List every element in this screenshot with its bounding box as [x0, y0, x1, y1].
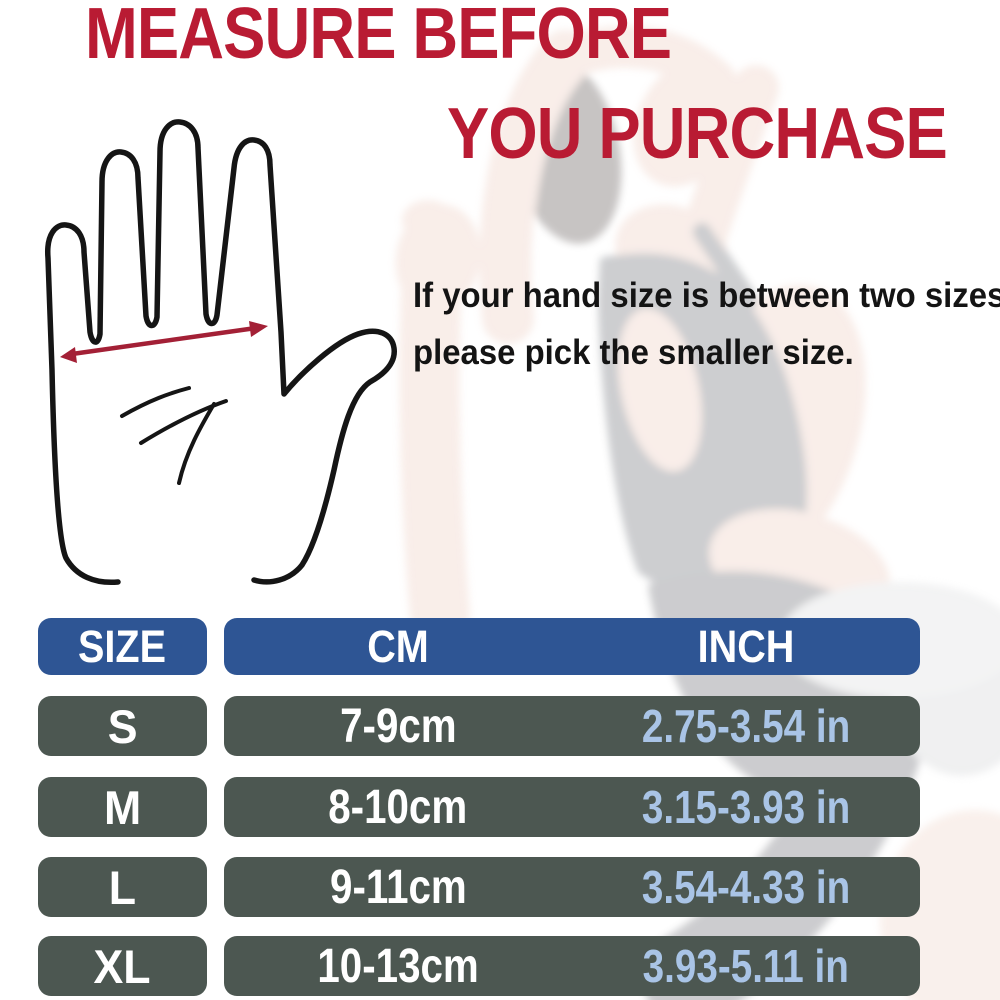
header-cm-cell: CM [224, 618, 572, 675]
header-size-label: SIZE [78, 620, 167, 672]
page-title-line2: YOU PURCHASE [447, 94, 948, 174]
inch-value: 3.15-3.93 in [641, 781, 851, 833]
measurement-arrow-icon [60, 321, 268, 363]
inch-value: 3.54-4.33 in [641, 861, 851, 913]
values-cell: 8-10cm 3.15-3.93 in [224, 777, 920, 837]
size-label: XL [93, 939, 152, 993]
table-header-row: SIZE CM INCH [38, 618, 920, 675]
table-row-xl: XL 10-13cm 3.93-5.11 in [38, 936, 920, 996]
size-label: S [107, 699, 138, 753]
size-cell: M [38, 777, 207, 837]
cm-value: 9-11cm [329, 860, 467, 914]
hand-outline-illustration [45, 119, 397, 586]
size-label: M [103, 780, 142, 834]
inch-value: 2.75-3.54 in [641, 700, 851, 752]
note-text: If your hand size is between two sizes, … [413, 278, 1000, 370]
page-title-line1: MEASURE BEFORE [85, 0, 672, 74]
size-label: L [108, 860, 137, 914]
table-row-s: S 7-9cm 2.75-3.54 in [38, 696, 920, 756]
header-inch-cell: INCH [572, 618, 920, 675]
note-line2: please pick the smaller size. [413, 333, 854, 372]
size-cell: S [38, 696, 207, 756]
header-size-cell: SIZE [38, 618, 207, 675]
cm-value: 8-10cm [328, 780, 468, 834]
header-cm-label: CM [367, 620, 429, 672]
header-values-cell: CM INCH [224, 618, 920, 675]
table-row-l: L 9-11cm 3.54-4.33 in [38, 857, 920, 917]
values-cell: 7-9cm 2.75-3.54 in [224, 696, 920, 756]
cm-value: 10-13cm [317, 939, 479, 993]
note-line1: If your hand size is between two sizes, [413, 276, 1000, 315]
size-table: SIZE CM INCH S 7-9cm 2.75-3.54 in [38, 618, 920, 998]
cm-value: 7-9cm [339, 699, 457, 753]
header-inch-label: INCH [697, 620, 795, 672]
values-cell: 9-11cm 3.54-4.33 in [224, 857, 920, 917]
size-cell: L [38, 857, 207, 917]
table-row-m: M 8-10cm 3.15-3.93 in [38, 777, 920, 837]
values-cell: 10-13cm 3.93-5.11 in [224, 936, 920, 996]
size-cell: XL [38, 936, 207, 996]
inch-value: 3.93-5.11 in [642, 940, 850, 992]
